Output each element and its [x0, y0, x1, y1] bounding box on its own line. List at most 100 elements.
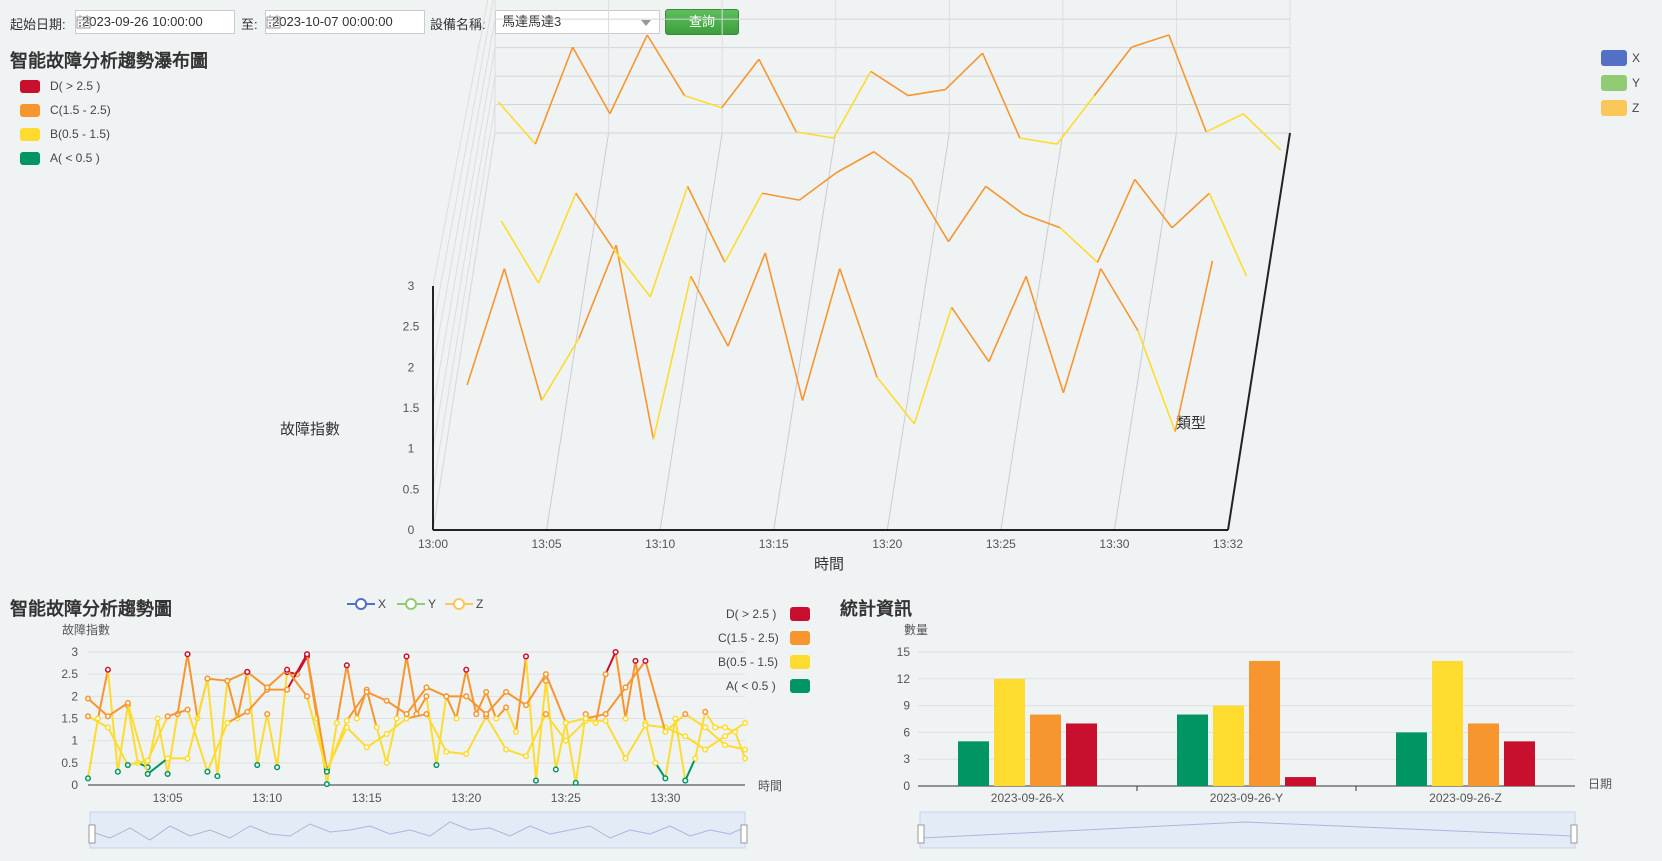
trend-point-z — [443, 693, 450, 700]
trend-point-z — [522, 702, 530, 709]
trend-segment-x — [87, 718, 99, 779]
legend-label-b[interactable]: B(0.5 - 1.5) — [50, 127, 111, 141]
series-segment-x — [1099, 268, 1139, 332]
zoom-handle-right — [1570, 824, 1578, 844]
trend-segment-y — [306, 654, 328, 770]
waterfall-chart: 13:00 13:05 13:10 13:15 13:20 13:25 13:30 13:32… — [280, 0, 1291, 573]
trend-segment-x — [216, 680, 229, 777]
trend-point-x — [433, 762, 440, 769]
legend-icon-x[interactable] — [347, 597, 375, 611]
trend-legend-label-z[interactable]: Z — [476, 597, 484, 611]
trend-segment-z — [226, 671, 248, 682]
trend-legend-label-b[interactable]: B(0.5 - 1.5) — [718, 655, 779, 669]
legend-swatch-z[interactable] — [1601, 100, 1627, 116]
calendar-icon[interactable] — [266, 14, 281, 29]
trend-segment-x — [505, 707, 517, 733]
trend-legend-swatch-b[interactable] — [790, 655, 810, 669]
series-segment-z — [721, 58, 760, 109]
legend-label-z[interactable]: Z — [1632, 101, 1640, 115]
legend-swatch-b[interactable] — [20, 128, 40, 141]
trend-legend-label-c[interactable]: C(1.5 - 2.5) — [718, 631, 779, 645]
legend-swatch-d[interactable] — [20, 80, 40, 93]
legend-swatch-x[interactable] — [1601, 50, 1627, 66]
trend-point-z — [284, 666, 291, 673]
trend-segment-x — [614, 651, 627, 719]
grid-line — [432, 19, 496, 368]
trend-point-x — [722, 724, 729, 731]
trend-point-y — [423, 711, 430, 718]
series-segment-y — [1022, 213, 1061, 229]
trend-segment-y — [645, 724, 666, 729]
legend-swatch-y[interactable] — [1601, 75, 1627, 91]
trend-point-y — [144, 757, 151, 764]
end-date-input[interactable]: 2023-10-07 00:00:00 — [265, 10, 425, 34]
device-select[interactable]: 馬達馬達3 — [495, 10, 660, 34]
trend-segment-x — [594, 673, 607, 724]
trend-point-x — [612, 648, 619, 656]
trend-segment-x — [664, 718, 677, 779]
legend-swatch-a[interactable] — [20, 152, 40, 165]
series-segment-x — [1062, 268, 1102, 394]
trend-point-y — [164, 713, 171, 720]
trend-point-x — [741, 755, 749, 762]
trend-segment-y — [87, 715, 109, 729]
legend-icon-y[interactable] — [397, 597, 425, 611]
y-tick-label: 9 — [903, 699, 910, 713]
grid-line — [432, 75, 496, 449]
trend-segment-x — [674, 718, 687, 781]
series-segment-z — [944, 52, 984, 91]
trend-segment-z — [207, 677, 228, 682]
legend-label-x[interactable]: X — [1632, 51, 1641, 65]
trend-segment-y — [545, 713, 567, 742]
trend-legend-label-x[interactable]: X — [378, 597, 387, 611]
trend-segment-x — [644, 722, 657, 764]
legend-label-d[interactable]: D( > 2.5 ) — [50, 79, 101, 93]
trend-legend-label-y[interactable]: Y — [428, 597, 437, 611]
trend-segment-z — [724, 744, 746, 751]
x-tick-label: 13:15 — [759, 537, 789, 551]
trend-segment-x — [106, 669, 119, 772]
trend-legend-swatch-d[interactable] — [790, 607, 810, 621]
trend-segment-y — [724, 722, 746, 738]
chevron-down-icon — [641, 20, 651, 26]
trend-legend-label-d[interactable]: D( > 2.5 ) — [726, 607, 777, 621]
zoom-handle-left — [917, 824, 925, 844]
trend-point-z — [602, 711, 609, 718]
y-tick-label: 15 — [897, 645, 911, 659]
series-segment-x — [950, 306, 990, 363]
trend-segment-x — [564, 722, 577, 783]
trend-legend-swatch-a[interactable] — [790, 679, 810, 693]
legend-label-a[interactable]: A( < 0.5 ) — [50, 151, 100, 165]
trend-point-y — [443, 748, 450, 755]
trend-point-y — [503, 746, 510, 753]
legend-label-c[interactable]: C(1.5 - 2.5) — [50, 103, 111, 117]
legend-label-y[interactable]: Y — [1632, 76, 1641, 90]
trend-segment-y — [525, 713, 547, 757]
trend-segment-x — [624, 660, 637, 719]
trend-point-z — [323, 768, 330, 775]
y-tick-label: 0 — [408, 523, 415, 537]
trend-point-z — [662, 728, 669, 735]
trend-segment-z — [664, 713, 686, 733]
series-segment-z — [796, 131, 834, 139]
calendar-icon[interactable] — [76, 14, 91, 29]
trend-legend-swatch-c[interactable] — [790, 631, 810, 645]
trend-chart-title: 智能故障分析趨勢圖 — [10, 599, 172, 619]
trend-segment-y — [485, 715, 507, 751]
legend-icon-z[interactable] — [445, 597, 473, 611]
grid-line — [432, 104, 496, 490]
trend-segment-y — [107, 726, 129, 766]
y-axis-title: 故障指數 — [280, 420, 340, 438]
grid-line — [1113, 132, 1177, 531]
bar-2023-09-26-y-3 — [1285, 777, 1316, 786]
series-segment-z — [1056, 95, 1096, 145]
grid-line — [886, 132, 950, 531]
trend-legend-label-a[interactable]: A( < 0.5 ) — [726, 679, 776, 693]
trend-segment-z — [87, 697, 109, 718]
trend-segment-y — [167, 708, 188, 718]
legend-swatch-c[interactable] — [20, 104, 40, 117]
start-date-input[interactable]: 2023-09-26 10:00:00 — [75, 10, 235, 34]
trend-segment-x — [256, 713, 269, 766]
query-button[interactable]: 查詢 — [665, 9, 739, 35]
